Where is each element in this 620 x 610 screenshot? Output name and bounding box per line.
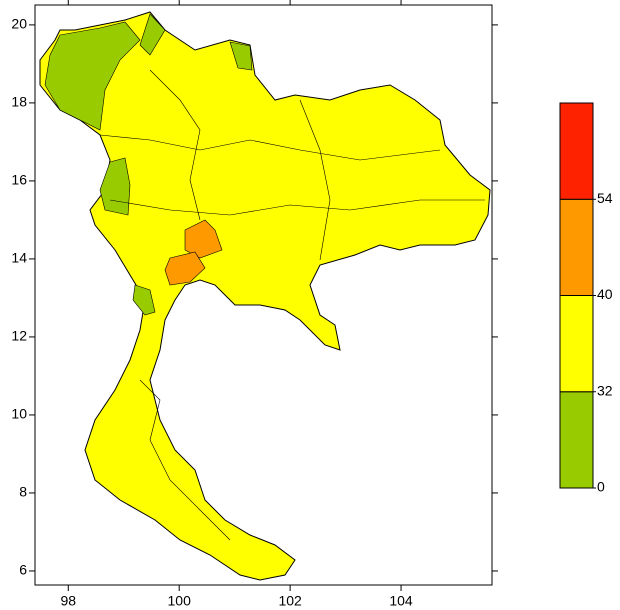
colorbar-segment	[559, 295, 594, 393]
plot-frame	[34, 4, 493, 586]
colorbar-label: 40	[597, 286, 613, 302]
low-region	[139, 13, 166, 56]
y-tick-label: 20	[11, 16, 27, 32]
y-tick-label: 8	[19, 484, 27, 500]
x-tick-label: 98	[60, 593, 76, 609]
country-shape	[39, 11, 491, 581]
x-tick-label: 104	[389, 593, 413, 609]
y-tick-label: 14	[11, 250, 27, 266]
x-tick-label: 102	[278, 593, 302, 609]
high-region	[184, 219, 223, 259]
colorbar-segment	[559, 391, 594, 489]
y-tick-label: 6	[19, 562, 27, 578]
y-tick-label: 18	[11, 94, 27, 110]
y-tick-label: 10	[11, 406, 27, 422]
colorbar-segment	[559, 102, 594, 200]
low-region	[44, 21, 141, 131]
x-tick-label: 100	[168, 593, 192, 609]
country-map	[39, 11, 491, 581]
colorbar-segment	[559, 198, 594, 296]
colorbar-label: 0	[597, 479, 605, 495]
colorbar-label: 54	[597, 190, 613, 206]
province-border	[139, 379, 231, 541]
colorbar-label: 32	[597, 382, 613, 398]
y-tick-label: 16	[11, 172, 27, 188]
low-region	[132, 284, 156, 316]
low-region	[229, 41, 253, 71]
low-region	[99, 157, 131, 216]
high-region	[164, 251, 206, 286]
province-border	[299, 99, 331, 261]
province-border	[149, 69, 201, 221]
y-tick-label: 12	[11, 328, 27, 344]
province-border	[109, 199, 485, 216]
province-border	[99, 134, 441, 161]
